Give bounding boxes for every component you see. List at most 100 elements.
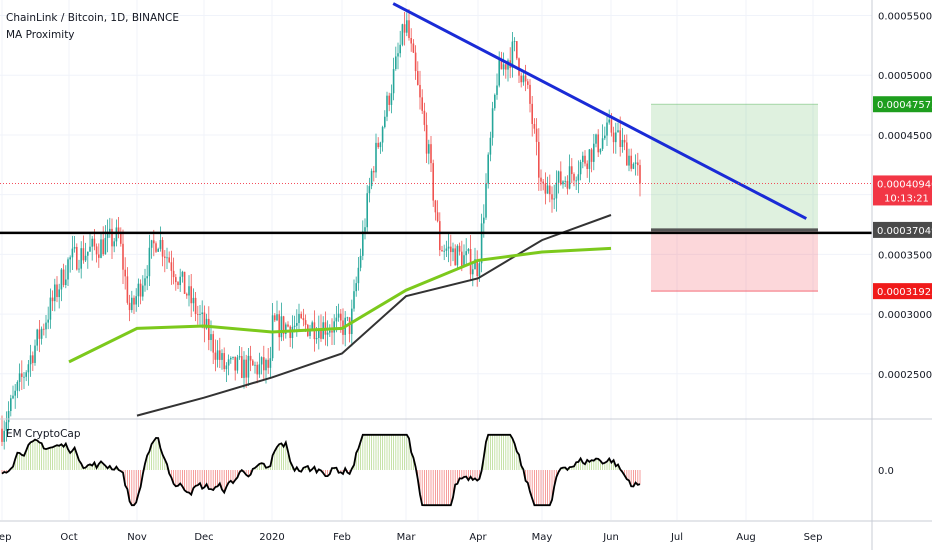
last-price-badge-bg bbox=[873, 175, 932, 206]
candle-body bbox=[483, 217, 485, 224]
position-zones bbox=[651, 103, 818, 292]
candle-body bbox=[579, 161, 582, 175]
candle-body bbox=[256, 364, 258, 375]
candle-body bbox=[14, 390, 16, 396]
candle-body bbox=[639, 165, 641, 184]
candle-body bbox=[478, 263, 481, 277]
candle-body bbox=[377, 142, 379, 148]
candle-body bbox=[456, 245, 459, 266]
entry-price-badge: 0.00037049 bbox=[877, 226, 932, 237]
candle-body bbox=[241, 356, 243, 378]
candle-body bbox=[331, 330, 333, 333]
candle-body bbox=[153, 240, 155, 244]
candle-body bbox=[87, 251, 89, 256]
candle-body bbox=[584, 155, 586, 164]
x-tick-label: Oct bbox=[60, 532, 77, 543]
candle-body bbox=[487, 154, 489, 184]
candle-body bbox=[333, 321, 335, 333]
candle-body bbox=[54, 284, 56, 302]
candle-body bbox=[505, 64, 507, 70]
candle-body bbox=[311, 322, 313, 330]
candle-body bbox=[27, 364, 30, 373]
candle-body bbox=[60, 269, 63, 290]
candle-body bbox=[443, 250, 445, 252]
candle-body bbox=[582, 155, 584, 162]
candle-body bbox=[546, 185, 549, 194]
candle-body bbox=[188, 286, 190, 296]
candle-body bbox=[144, 278, 146, 286]
candle-body bbox=[346, 317, 349, 319]
candle-body bbox=[117, 227, 120, 234]
candle-body bbox=[65, 279, 67, 286]
candle-body bbox=[170, 262, 173, 271]
candle-body bbox=[43, 328, 45, 330]
candle-body bbox=[557, 171, 560, 183]
candle-body bbox=[56, 284, 58, 298]
candle-body bbox=[634, 162, 637, 164]
x-tick-label: Aug bbox=[736, 532, 756, 543]
candle-body bbox=[606, 122, 608, 136]
candle-body bbox=[265, 359, 267, 371]
candle-body bbox=[236, 357, 239, 371]
candle-body bbox=[212, 334, 214, 353]
candle-body bbox=[542, 181, 544, 184]
candle-body bbox=[34, 345, 36, 363]
candle-body bbox=[315, 338, 318, 340]
candle-body bbox=[148, 247, 151, 277]
candle-body bbox=[133, 297, 135, 305]
candle-body bbox=[1, 428, 3, 442]
candle-body bbox=[78, 268, 80, 270]
candle-body bbox=[282, 316, 285, 334]
candle-body bbox=[91, 238, 93, 247]
candle-body bbox=[100, 239, 102, 258]
candle-body bbox=[410, 38, 412, 44]
candle-body bbox=[476, 259, 478, 277]
candle-body bbox=[69, 257, 71, 260]
candle-body bbox=[540, 177, 542, 182]
candle-body bbox=[135, 296, 137, 305]
candle-body bbox=[403, 24, 406, 33]
candle-body bbox=[168, 257, 170, 263]
candle-body bbox=[353, 291, 355, 309]
candle-body bbox=[461, 251, 463, 267]
last-price-badge: 0.00040940 bbox=[877, 179, 932, 190]
candle-body bbox=[106, 231, 109, 238]
candle-body bbox=[337, 313, 340, 318]
candle-body bbox=[590, 149, 593, 162]
candle-body bbox=[595, 134, 597, 144]
candle-body bbox=[276, 314, 278, 321]
candle-body bbox=[326, 332, 329, 335]
target-price-badge: 0.00047573 bbox=[877, 100, 932, 111]
candle-body bbox=[95, 246, 98, 255]
candle-body bbox=[159, 240, 162, 249]
candle-body bbox=[401, 24, 404, 45]
candle-body bbox=[533, 123, 536, 129]
candle-body bbox=[166, 257, 168, 259]
candle-body bbox=[621, 139, 624, 147]
target-price-badge-bg bbox=[873, 96, 932, 113]
candle-body bbox=[494, 94, 496, 109]
candle-body bbox=[98, 254, 100, 258]
candle-body bbox=[245, 359, 247, 378]
candle-body bbox=[258, 364, 261, 375]
x-tick-label: Jul bbox=[670, 532, 683, 543]
candle-body bbox=[489, 137, 492, 155]
candle-body bbox=[588, 149, 591, 169]
indicator-label: MA Proximity bbox=[6, 29, 75, 41]
grid-layer bbox=[0, 0, 872, 520]
candle-body bbox=[617, 130, 619, 133]
candle-body bbox=[3, 430, 5, 442]
x-tick-label: Apr bbox=[469, 532, 487, 543]
candle-body bbox=[197, 313, 199, 315]
candle-body bbox=[201, 312, 203, 315]
x-tick-label: Dec bbox=[194, 532, 213, 543]
candle-body bbox=[45, 322, 47, 330]
candle-body bbox=[469, 249, 472, 275]
